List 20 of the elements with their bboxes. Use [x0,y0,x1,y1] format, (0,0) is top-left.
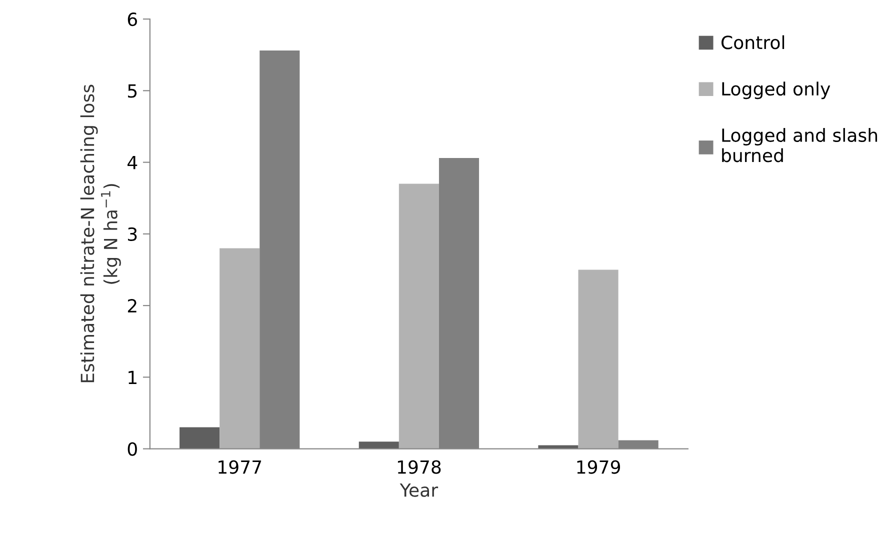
bar [358,442,399,449]
x-tick-label: 1977 [218,460,262,474]
legend-label: Logged and slash burned [722,128,878,162]
bar [398,184,439,449]
bar [180,427,220,449]
x-axis-title: Year [400,483,438,497]
legend-label: Logged only [722,82,830,100]
bar [220,248,260,449]
y-tick-label: 5 [128,84,137,98]
x-tick-label: 1979 [577,460,620,474]
x-tick-label: 1978 [398,460,441,474]
y-tick-label: 2 [128,299,136,312]
legend-label: Control [722,35,784,50]
y-axis-title: Estimated nitrate-N leaching loss (kg N ha$^{−1}$) [80,84,121,382]
y-tick-label: 6 [128,12,137,26]
y-tick-label: 1 [128,370,136,384]
y-tick-label: 4 [128,156,138,170]
y-tick-label: 0 [128,442,137,456]
y-tick-label: 3 [128,227,137,242]
bar [578,270,618,449]
